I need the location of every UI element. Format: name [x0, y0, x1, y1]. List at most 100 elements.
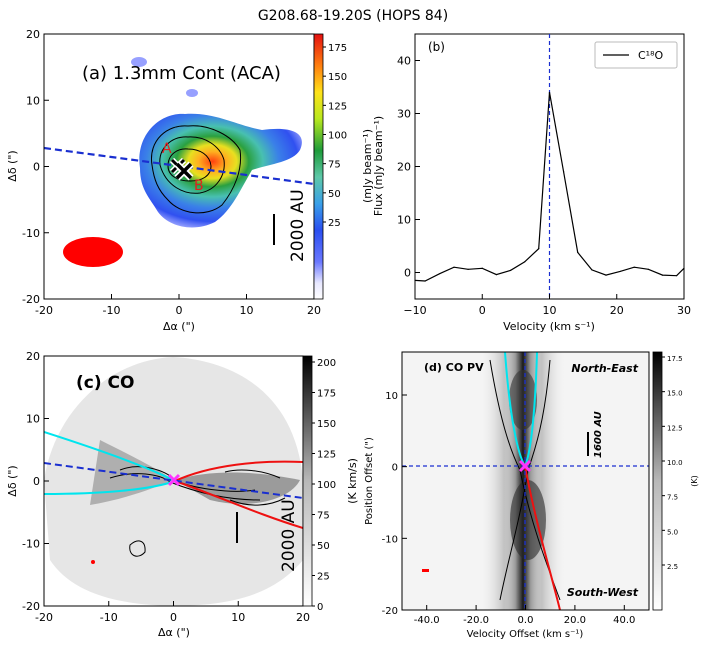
series-point — [524, 261, 526, 263]
beam — [422, 569, 429, 572]
colorbar-tick-label: 150 — [317, 419, 336, 430]
x-tick-label: -40.0 — [414, 615, 440, 626]
panel-b-label: (b) — [428, 40, 445, 54]
y-tick-label: 10 — [26, 413, 40, 426]
x-axis-label: Δα (") — [158, 626, 190, 639]
colorbar-tick-label: 75 — [328, 160, 341, 171]
y-axis-ticks: 20 10 0 -10 -20 — [22, 350, 49, 613]
colorbar-tick-label: 12.5 — [667, 424, 683, 432]
panel-d: (d) CO PV North-East South-West 1600 AU … — [364, 351, 699, 640]
colorbar-tick-label: 50 — [328, 189, 341, 200]
peak-label-a: A — [162, 141, 172, 157]
series-points — [414, 91, 685, 282]
colorbar-tick-label: 0 — [317, 602, 323, 613]
y-axis-label: Position Offset (") — [364, 437, 375, 525]
beam — [91, 560, 95, 564]
x-axis-ticks: -40.0 -20.0 0.0 20.0 40.0 — [414, 605, 635, 626]
panel-a-label: (a) 1.3mm Cont (ACA) — [82, 63, 281, 84]
series-point — [453, 266, 455, 268]
contour-2 — [159, 136, 225, 194]
blue-lobe-emission — [90, 440, 173, 505]
y-tick-label: 20 — [26, 350, 40, 363]
center-marker — [518, 459, 532, 473]
colorbar-tick-label: 125 — [317, 450, 336, 461]
red-lobe-emission — [175, 472, 300, 504]
colorbar-tick-label: 100 — [317, 480, 336, 491]
colorbar-tick-label: 150 — [328, 72, 347, 83]
legend-label: C¹⁸O — [638, 49, 664, 62]
colorbar-ticks: 175 150 125 100 75 50 25 — [323, 43, 347, 229]
colorbar-ticks: 17.5 15.0 12.5 10.0 7.5 5.0 2.5 — [662, 355, 683, 571]
panel-b: (b) C¹⁸O −10 0 10 20 30 40 30 20 10 0 Velocity (… — [372, 33, 691, 333]
series-point — [548, 91, 551, 93]
series-point — [538, 248, 540, 250]
colorbar-tick-label: 200 — [317, 358, 336, 369]
y-tick-label: -10 — [22, 227, 40, 240]
series-point — [467, 268, 469, 270]
y-tick-label: 10 — [385, 391, 398, 402]
series-point — [591, 269, 593, 271]
x-tick-label: 20 — [307, 304, 321, 317]
colorbar-ticks: 200 175 150 125 100 75 50 25 0 — [312, 358, 336, 613]
series-point — [676, 275, 678, 277]
colorbar-c — [302, 355, 313, 607]
x-tick-label: 20 — [610, 304, 624, 317]
label-north-east: North-East — [571, 362, 638, 375]
colorbar-tick-label: 75 — [317, 511, 330, 522]
series-point — [495, 274, 497, 276]
blob-top — [131, 57, 147, 67]
y-axis-ticks: 20 10 0 -10 -20 — [22, 28, 49, 306]
y-axis-label: Flux (mJy beam⁻¹) — [372, 116, 385, 216]
y-tick-label: -20 — [382, 606, 398, 617]
series-point — [619, 270, 621, 273]
scale-bar-label: 2000 AU — [279, 499, 299, 572]
series-point — [424, 280, 426, 282]
series-point — [633, 266, 635, 268]
colorbar-d — [652, 351, 663, 611]
colorbar-tick-label: 100 — [328, 131, 347, 142]
y-tick-label: 10 — [26, 94, 40, 107]
x-tick-label: 0.0 — [518, 615, 534, 626]
x-tick-label: 20.0 — [564, 615, 586, 626]
x-tick-label: -10 — [100, 611, 118, 624]
colorbar-tick-label: 10.0 — [667, 459, 683, 467]
outflow-cone-red — [174, 460, 303, 529]
y-axis-label: Δδ (") — [6, 465, 19, 496]
x-tick-label: 30 — [677, 304, 691, 317]
colorbar-label: (K km/s) — [346, 458, 359, 504]
blob-mid — [186, 89, 198, 97]
x-tick-label: 0 — [170, 611, 177, 624]
y-tick-label: 0 — [33, 161, 40, 174]
series-point — [647, 268, 649, 270]
y-tick-label: 40 — [397, 55, 411, 68]
colorbar-tick-label: 175 — [328, 43, 347, 54]
y-tick-label: -10 — [382, 534, 398, 545]
panel-c-label: (c) CO — [76, 373, 134, 393]
x-tick-label: 10 — [231, 611, 245, 624]
panel-d-label: (d) CO PV — [424, 361, 484, 374]
legend: C¹⁸O — [594, 41, 678, 69]
y-tick-label: -20 — [22, 600, 40, 613]
colorbar-tick-label: 2.5 — [667, 563, 678, 571]
scale-bar-label: 1600 AU — [593, 411, 604, 458]
series-point — [414, 279, 416, 282]
series-point — [661, 274, 664, 276]
x-tick-label: -20.0 — [463, 615, 489, 626]
center-marker — [167, 473, 181, 487]
panel-a: A B (a) 1.3mm Cont (ACA) 2000 AU -20 -10 0… — [6, 28, 374, 333]
y-axis-ticks: 40 30 20 10 0 — [397, 55, 420, 280]
scale-bar-label: 2000 AU — [288, 189, 308, 262]
y-axis-label: Δδ (") — [6, 150, 19, 181]
x-tick-label: 10 — [543, 304, 557, 317]
knot-contour — [129, 540, 146, 557]
x-axis-label: Velocity Offset (km s⁻¹) — [467, 629, 584, 640]
series-point — [509, 269, 512, 271]
y-tick-label: 0 — [392, 463, 398, 474]
pv-model-red — [524, 465, 561, 610]
y-axis-ticks: 10 0 -10 -20 — [382, 391, 407, 617]
pv-model-blue — [504, 352, 526, 467]
y-tick-label: -10 — [22, 538, 40, 551]
contour-1 — [151, 125, 242, 214]
